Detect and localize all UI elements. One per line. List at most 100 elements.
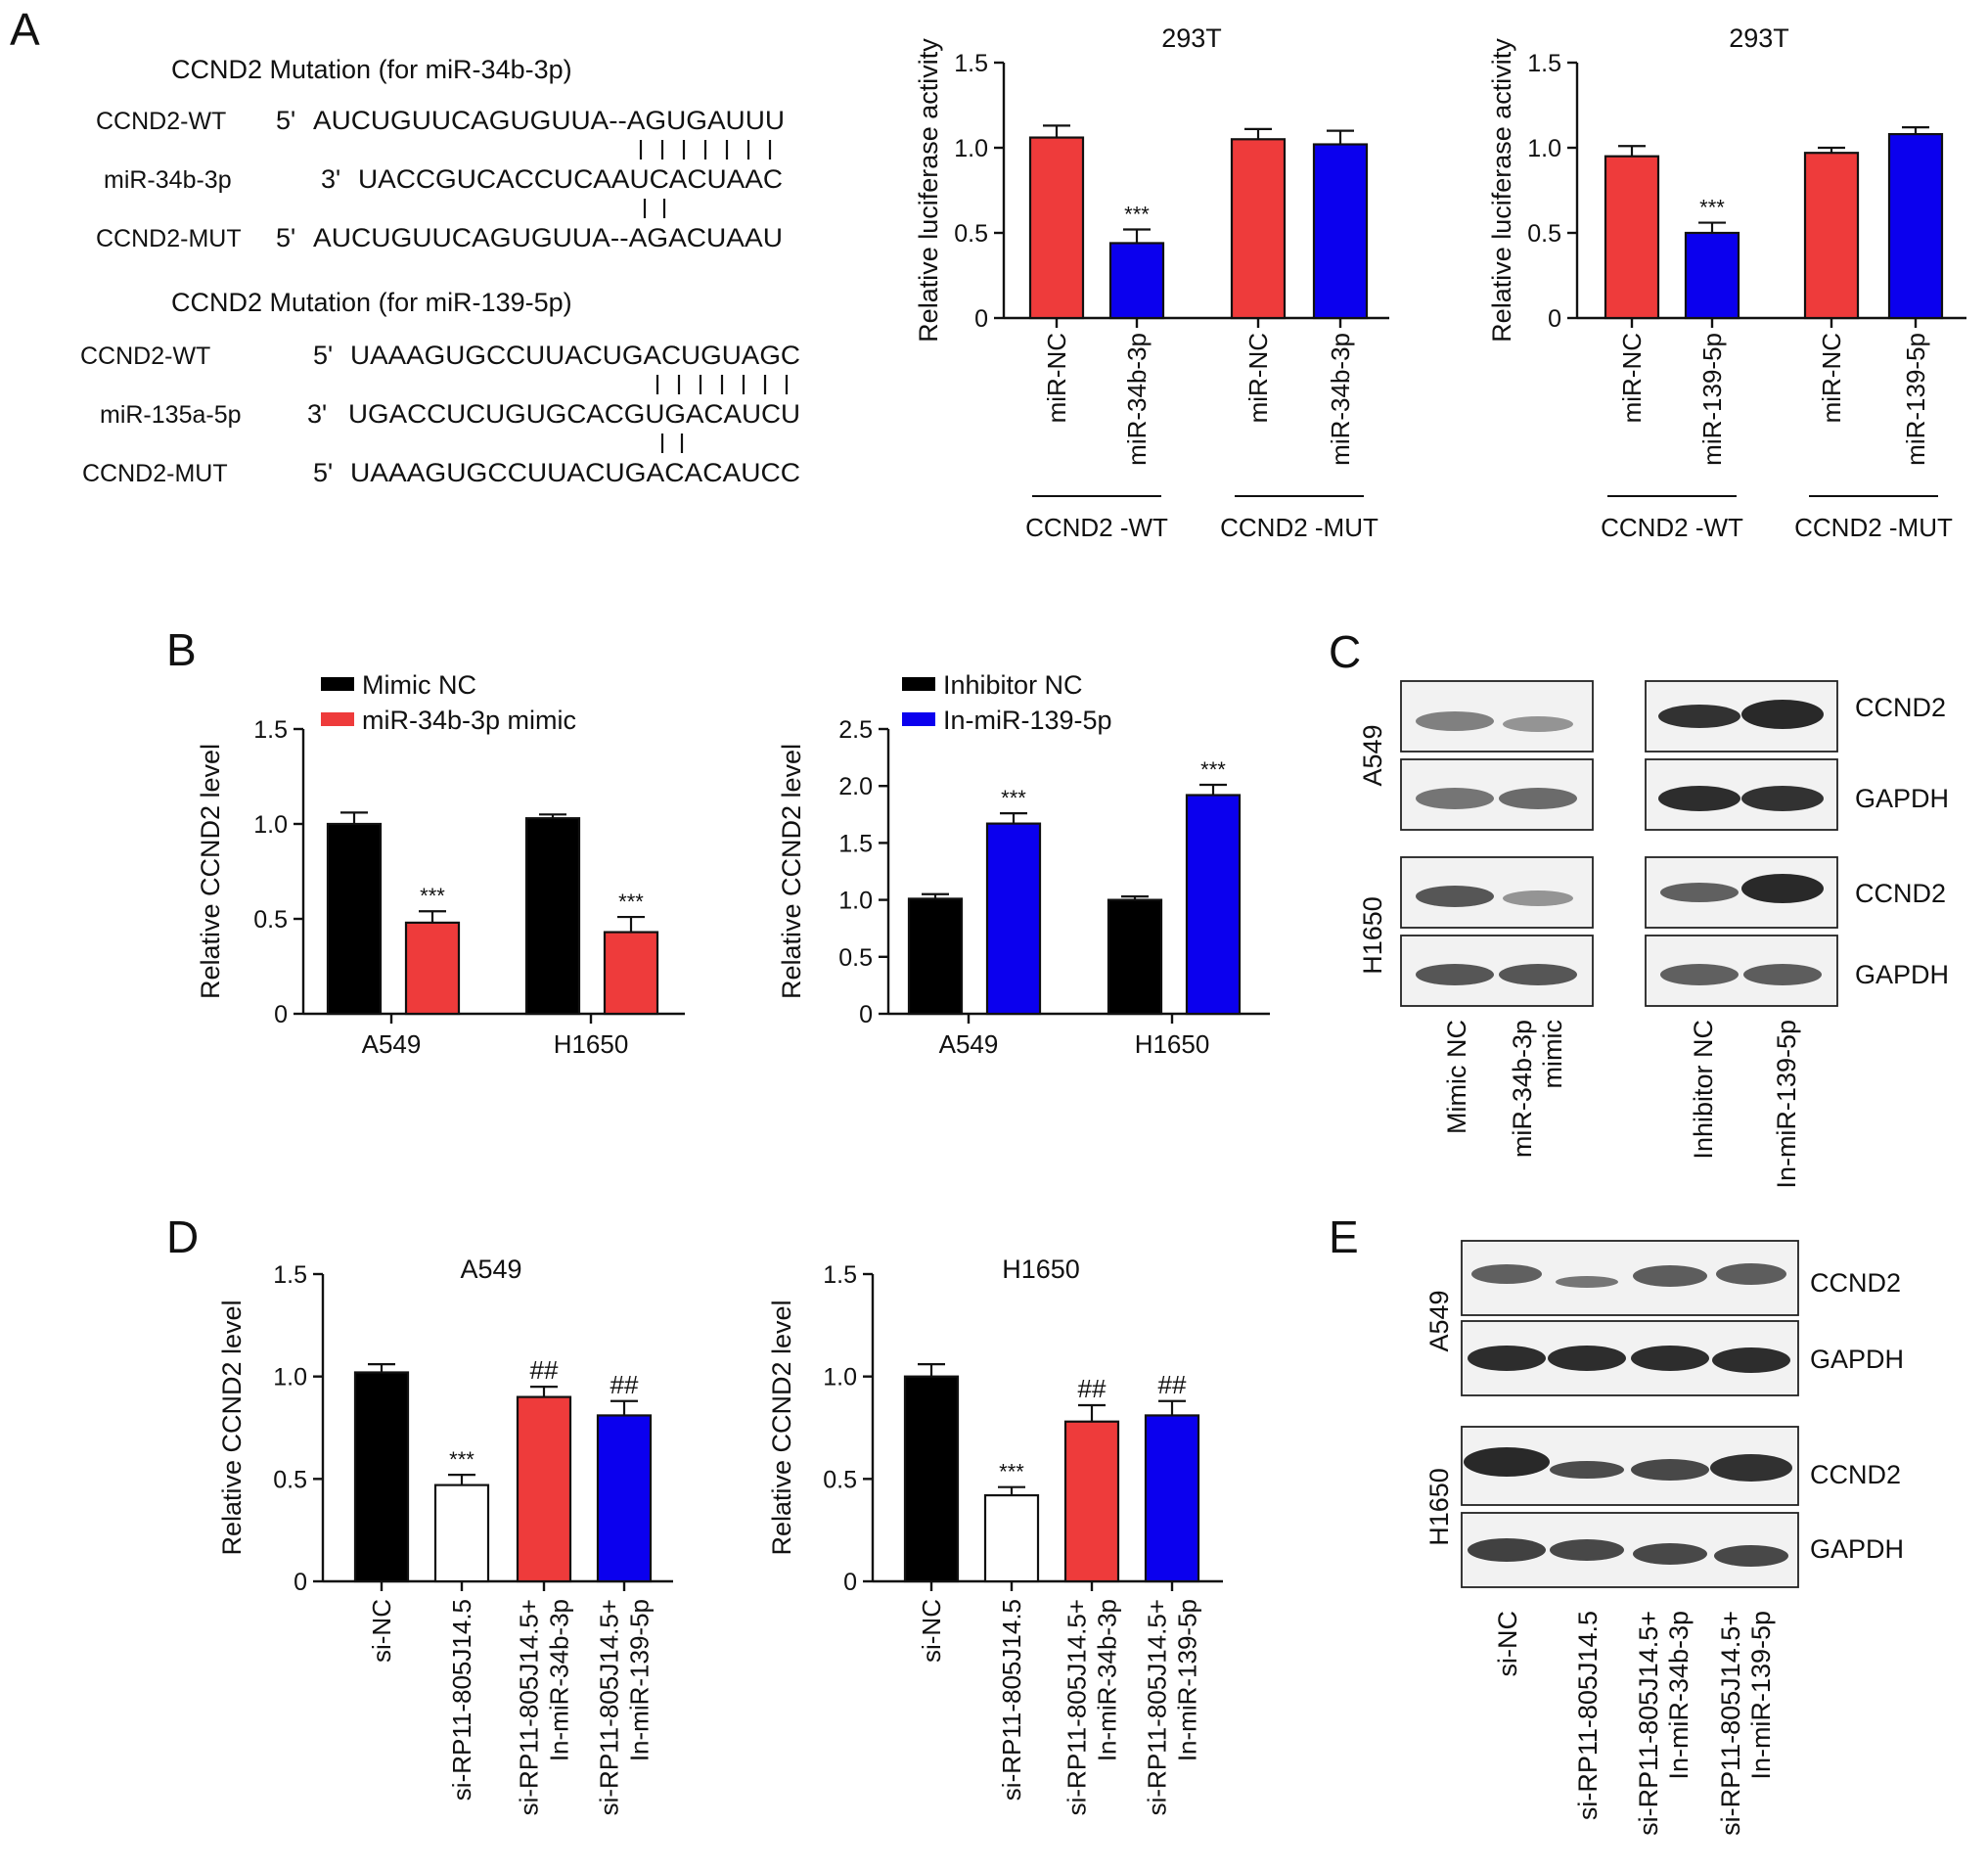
bar-label: si-RP11-805J14.5+ — [595, 1599, 624, 1815]
bar — [596, 1414, 653, 1583]
alignment-sequence: AUCUGUUCAGUGUUA--AGUGAUUU — [313, 106, 785, 135]
y-tick-label: 1.0 — [823, 1364, 857, 1392]
y-tick-label: 1.0 — [954, 135, 988, 162]
alignment-title: CCND2 Mutation (for miR-34b-3p) — [171, 55, 572, 84]
y-axis-title: Relative CCND2 level — [196, 744, 225, 999]
alignment-prime: 5' — [313, 341, 333, 370]
legend-label: miR-34b-3p mimic — [362, 706, 576, 735]
blot-lane-label: miR-34b-3p — [1508, 1020, 1537, 1158]
y-tick-label: 0.5 — [838, 944, 873, 972]
chart-title: 293T — [1729, 23, 1789, 53]
luciferase-chart-mir-139: 0 0.5 1.0 1.5 Relative luciferase activity 29… — [1487, 23, 1966, 542]
bar-label: miR-139-5p — [1697, 333, 1727, 466]
blot-cell-line-label: A549 — [1358, 724, 1387, 786]
bar — [1028, 136, 1085, 320]
category-label: A549 — [939, 1029, 999, 1059]
alignment-row-name: CCND2-MUT — [96, 225, 242, 252]
bar — [326, 822, 383, 1016]
blot-lane-label: Mimic NC — [1442, 1020, 1471, 1134]
chart-title: A549 — [460, 1255, 521, 1284]
ccnd2-level-chart-inhibitor: 0 0.5 1.0 1.5 2.0 2.5 Relative CCND2 level *** A… — [777, 670, 1270, 1059]
bar — [985, 822, 1042, 1016]
group-label: CCND2 -MUT — [1220, 513, 1378, 542]
alignment-sequence: UAAAGUGCCUUACUGACACAUCC — [350, 458, 800, 487]
bar — [1887, 132, 1944, 320]
blot-lane-label: mimic — [1538, 1020, 1567, 1088]
y-tick-label: 1.5 — [838, 830, 873, 857]
blot-bands — [1416, 700, 1824, 985]
bar — [1684, 231, 1740, 320]
significance-label: ## — [530, 1355, 559, 1385]
bar — [1108, 242, 1165, 320]
bar-label: si-RP11-805J14.5+ — [1062, 1599, 1092, 1815]
y-axis-title: Relative CCND2 level — [767, 1300, 796, 1555]
legend-label: Mimic NC — [362, 670, 476, 700]
alignment-prime: 5' — [313, 458, 333, 487]
group-label: CCND2 -WT — [1025, 513, 1168, 542]
category-label: H1650 — [1135, 1029, 1210, 1059]
alignment-prime: 5' — [276, 223, 295, 252]
bar — [1803, 152, 1860, 320]
blot-bands — [1464, 1263, 1792, 1567]
blot-cell-line-label: A549 — [1424, 1290, 1454, 1351]
y-tick-label: 1.5 — [954, 50, 988, 77]
blot-row-label: GAPDH — [1855, 784, 1949, 813]
bar-label: si-RP11-805J14.5+ — [515, 1599, 544, 1815]
alignment-prime: 3' — [321, 164, 340, 194]
bar — [1107, 898, 1163, 1016]
y-tick-label: 1.5 — [823, 1261, 857, 1289]
western-blot-c: CCND2 GAPDH CCND2 GAPDH A549 H1650 Mimic… — [1358, 680, 1949, 1189]
legend-swatch — [321, 712, 354, 726]
bar — [903, 1375, 960, 1583]
significance-label: *** — [449, 1447, 474, 1472]
bar-label: miR-139-5p — [1901, 333, 1930, 466]
category-label: A549 — [362, 1029, 422, 1059]
alignment-row-name: CCND2-WT — [80, 342, 210, 370]
bar — [1230, 138, 1287, 320]
western-blot-e: CCND2 GAPDH CCND2 GAPDH A549 H1650 si-NC… — [1424, 1240, 1904, 1836]
bar-label: miR-34b-3p — [1326, 333, 1355, 466]
panel-letter-d: D — [166, 1211, 199, 1262]
significance-label: *** — [1124, 203, 1150, 227]
y-axis-title: Relative luciferase activity — [1487, 38, 1516, 342]
y-tick-label: 0.5 — [273, 1466, 307, 1493]
y-tick-label: 0 — [974, 305, 988, 333]
blot-row-label: GAPDH — [1810, 1345, 1904, 1374]
ccnd2-level-chart-a549: 0 0.5 1.0 1.5 Relative CCND2 level A549 si-NC *… — [217, 1255, 673, 1815]
bar-label: In-miR-34b-3p — [1093, 1599, 1122, 1761]
y-tick-label: 0 — [274, 1001, 288, 1028]
blot-lane-label: si-RP11-805J14.5+ — [1716, 1611, 1745, 1836]
blot-lane-label: Inhibitor NC — [1689, 1020, 1718, 1160]
blot-lane-label: In-miR-139-5p — [1746, 1611, 1776, 1780]
base-pair-lines — [655, 375, 789, 394]
bar — [1312, 143, 1369, 320]
bar-label: si-NC — [917, 1599, 946, 1663]
legend-label: Inhibitor NC — [943, 670, 1083, 700]
y-tick-label: 1.5 — [1527, 50, 1561, 77]
y-tick-label: 1.0 — [273, 1364, 307, 1392]
bar — [1185, 794, 1242, 1016]
y-axis-title: Relative CCND2 level — [777, 744, 806, 999]
alignment-title: CCND2 Mutation (for miR-139-5p) — [171, 288, 572, 317]
y-tick-label: 0.5 — [253, 906, 288, 934]
blot-lane-label: si-NC — [1493, 1611, 1522, 1677]
significance-label: *** — [1699, 196, 1725, 220]
bar — [907, 897, 964, 1016]
panel-letter-b: B — [166, 624, 197, 675]
alignment-block-1: CCND2 Mutation (for miR-34b-3p) CCND2-WT… — [96, 55, 785, 252]
significance-label: *** — [999, 1460, 1024, 1484]
bar-label: miR-NC — [1243, 333, 1273, 423]
blot-row-label: GAPDH — [1810, 1534, 1904, 1564]
alignment-row-name: miR-135a-5p — [100, 401, 242, 429]
bar-label: miR-NC — [1617, 333, 1647, 423]
bar-label: si-RP11-805J14.5+ — [1143, 1599, 1172, 1815]
bar-label: si-RP11-805J14.5 — [997, 1599, 1026, 1801]
y-tick-label: 0 — [1548, 305, 1561, 333]
bar — [1063, 1420, 1120, 1583]
bar-label: miR-NC — [1817, 333, 1846, 423]
blot-row-label: CCND2 — [1855, 693, 1946, 722]
y-tick-label: 0.5 — [823, 1466, 857, 1493]
y-tick-label: 0 — [843, 1569, 857, 1596]
bar — [983, 1493, 1040, 1583]
bar-label: si-NC — [367, 1599, 396, 1663]
